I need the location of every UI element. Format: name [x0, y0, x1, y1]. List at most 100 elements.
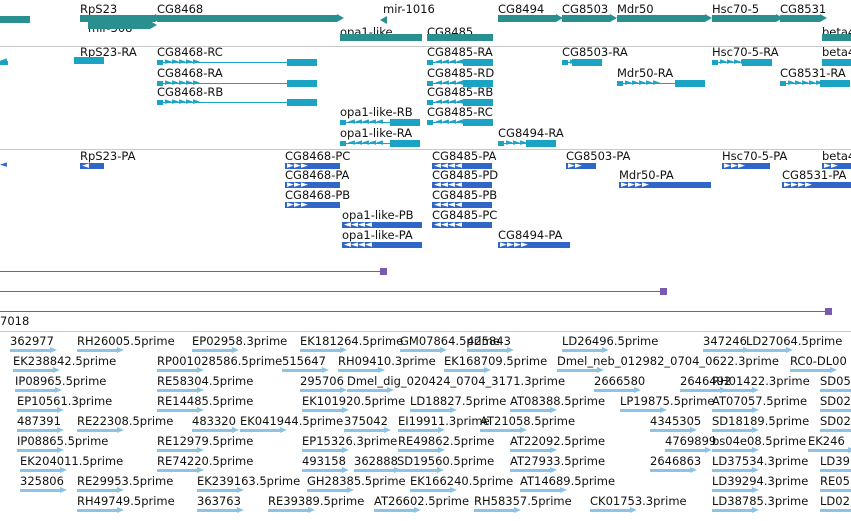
alignment-end-marker[interactable]	[660, 288, 667, 295]
est-bar[interactable]	[282, 369, 322, 372]
est-bar[interactable]	[15, 389, 55, 392]
est-bar[interactable]	[302, 469, 342, 472]
est-bar[interactable]	[712, 409, 752, 412]
est-bar[interactable]	[680, 389, 720, 392]
transcript-exon[interactable]	[780, 81, 786, 86]
transcript-exon[interactable]	[822, 59, 851, 66]
transcript-exon[interactable]	[287, 59, 317, 66]
transcript-exon[interactable]	[562, 60, 568, 65]
est-bar[interactable]	[590, 509, 630, 512]
est-bar[interactable]	[17, 409, 57, 412]
est-bar[interactable]	[302, 409, 342, 412]
est-bar[interactable]	[820, 409, 851, 412]
transcript-exon[interactable]	[463, 59, 493, 66]
alignment-line[interactable]	[0, 311, 825, 312]
est-bar[interactable]	[562, 349, 602, 352]
gene-bar[interactable]	[88, 22, 150, 29]
protein-bar[interactable]	[566, 163, 596, 169]
transcript-exon[interactable]	[390, 140, 420, 147]
est-bar[interactable]	[808, 449, 848, 452]
est-bar[interactable]	[410, 409, 450, 412]
transcript-exon[interactable]	[742, 59, 772, 66]
gene-bar[interactable]	[498, 15, 556, 22]
alignment-end-marker[interactable]	[380, 268, 387, 275]
est-bar[interactable]	[712, 429, 752, 432]
transcript-exon[interactable]	[340, 120, 346, 125]
transcript-exon[interactable]	[80, 58, 86, 63]
est-bar[interactable]	[665, 449, 705, 452]
protein-bar[interactable]	[822, 163, 851, 169]
est-bar[interactable]	[347, 389, 387, 392]
transcript-bar[interactable]	[0, 61, 8, 65]
est-bar[interactable]	[480, 429, 520, 432]
protein-bar[interactable]	[782, 182, 851, 188]
gene-bar[interactable]	[780, 15, 820, 22]
transcript-exon[interactable]	[157, 60, 163, 65]
est-bar[interactable]	[398, 429, 438, 432]
transcript-exon[interactable]	[427, 60, 433, 65]
protein-bar[interactable]	[432, 182, 492, 188]
transcript-exon[interactable]	[427, 100, 433, 105]
transcript-exon[interactable]	[712, 60, 718, 65]
transcript-exon[interactable]	[572, 59, 602, 66]
est-bar[interactable]	[397, 469, 437, 472]
est-bar[interactable]	[157, 409, 197, 412]
protein-bar[interactable]	[619, 182, 711, 188]
est-bar[interactable]	[650, 469, 690, 472]
transcript-exon[interactable]	[427, 81, 433, 86]
transcript-exon[interactable]	[287, 99, 317, 106]
protein-bar[interactable]	[285, 163, 340, 169]
gene-bar[interactable]	[822, 34, 851, 41]
transcript-exon[interactable]	[617, 81, 623, 86]
est-bar[interactable]	[192, 349, 232, 352]
protein-bar[interactable]	[498, 242, 570, 248]
est-bar[interactable]	[703, 349, 743, 352]
est-bar[interactable]	[77, 509, 117, 512]
est-bar[interactable]	[17, 429, 57, 432]
est-bar[interactable]	[712, 469, 752, 472]
est-bar[interactable]	[790, 369, 830, 372]
est-bar[interactable]	[77, 349, 117, 352]
alignment-line[interactable]	[0, 271, 380, 272]
transcript-exon[interactable]	[526, 140, 556, 147]
est-bar[interactable]	[557, 369, 597, 372]
est-bar[interactable]	[410, 489, 450, 492]
gene-bar[interactable]	[0, 16, 30, 23]
est-bar[interactable]	[594, 389, 634, 392]
est-bar[interactable]	[820, 389, 851, 392]
protein-bar[interactable]	[342, 222, 422, 228]
est-bar[interactable]	[620, 409, 660, 412]
est-bar[interactable]	[712, 509, 752, 512]
est-bar[interactable]	[197, 509, 237, 512]
est-bar[interactable]	[300, 389, 340, 392]
est-bar[interactable]	[820, 429, 851, 432]
protein-bar[interactable]	[80, 163, 104, 169]
protein-bar[interactable]	[342, 242, 422, 248]
est-bar[interactable]	[17, 449, 57, 452]
est-bar[interactable]	[467, 349, 507, 352]
gene-bar[interactable]	[80, 15, 155, 22]
est-bar[interactable]	[510, 469, 550, 472]
est-bar[interactable]	[444, 369, 484, 372]
est-bar[interactable]	[712, 389, 752, 392]
est-bar[interactable]	[354, 469, 394, 472]
est-bar[interactable]	[344, 429, 384, 432]
est-bar[interactable]	[157, 449, 197, 452]
est-bar[interactable]	[192, 429, 232, 432]
transcript-exon[interactable]	[498, 141, 504, 146]
est-bar[interactable]	[300, 349, 340, 352]
protein-bar[interactable]	[432, 202, 492, 208]
protein-bar[interactable]	[285, 182, 340, 188]
est-bar[interactable]	[77, 489, 117, 492]
est-bar[interactable]	[302, 449, 342, 452]
alignment-line[interactable]	[0, 291, 660, 292]
protein-bar[interactable]	[432, 222, 492, 228]
est-bar[interactable]	[77, 429, 117, 432]
est-bar[interactable]	[20, 489, 60, 492]
transcript-exon[interactable]	[820, 80, 850, 87]
est-bar[interactable]	[510, 449, 550, 452]
est-bar[interactable]	[374, 509, 414, 512]
transcript-exon[interactable]	[675, 80, 705, 87]
est-bar[interactable]	[157, 389, 197, 392]
est-bar[interactable]	[712, 489, 752, 492]
